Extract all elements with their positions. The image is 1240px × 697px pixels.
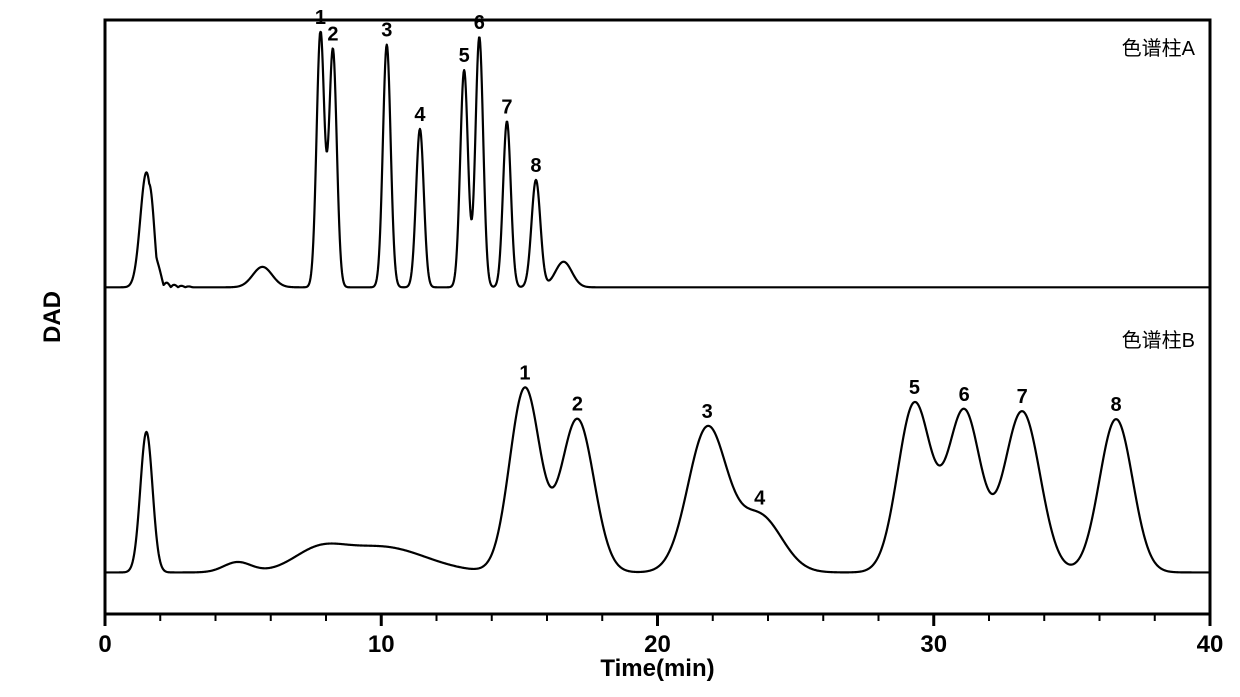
peak-label-A-4: 4 — [414, 104, 426, 126]
x-tick-label: 10 — [368, 631, 395, 658]
peak-label-A-7: 7 — [501, 96, 512, 118]
peak-label-B-5: 5 — [909, 377, 920, 399]
peak-label-A-8: 8 — [530, 155, 541, 177]
peak-label-B-6: 6 — [959, 384, 970, 406]
x-tick-label: 20 — [644, 631, 671, 658]
peak-label-A-2: 2 — [327, 23, 338, 45]
x-tick-label: 40 — [1197, 631, 1224, 658]
chromatogram-trace-A — [105, 32, 1210, 287]
chromatogram-figure: 010203040Time(min)DAD12345678色谱柱A1234567… — [0, 0, 1240, 697]
peak-label-B-7: 7 — [1017, 386, 1028, 408]
peak-label-B-1: 1 — [519, 362, 530, 384]
x-tick-label: 30 — [920, 631, 947, 658]
peak-label-B-8: 8 — [1111, 394, 1122, 416]
chromatogram-trace-B — [105, 387, 1210, 572]
peak-label-A-3: 3 — [381, 20, 392, 42]
panel-legend-A: 色谱柱A — [1122, 37, 1196, 60]
plot-frame — [105, 20, 1210, 614]
x-axis-label: Time(min) — [600, 655, 714, 682]
peak-label-B-4: 4 — [754, 488, 766, 510]
panel-legend-B: 色谱柱B — [1122, 329, 1195, 352]
peak-label-B-3: 3 — [702, 401, 713, 423]
peak-label-B-2: 2 — [572, 394, 583, 416]
peak-label-A-6: 6 — [474, 12, 485, 34]
x-tick-label: 0 — [98, 631, 111, 658]
peak-label-A-1: 1 — [315, 7, 326, 29]
y-axis-label: DAD — [39, 291, 66, 343]
peak-label-A-5: 5 — [459, 45, 470, 67]
